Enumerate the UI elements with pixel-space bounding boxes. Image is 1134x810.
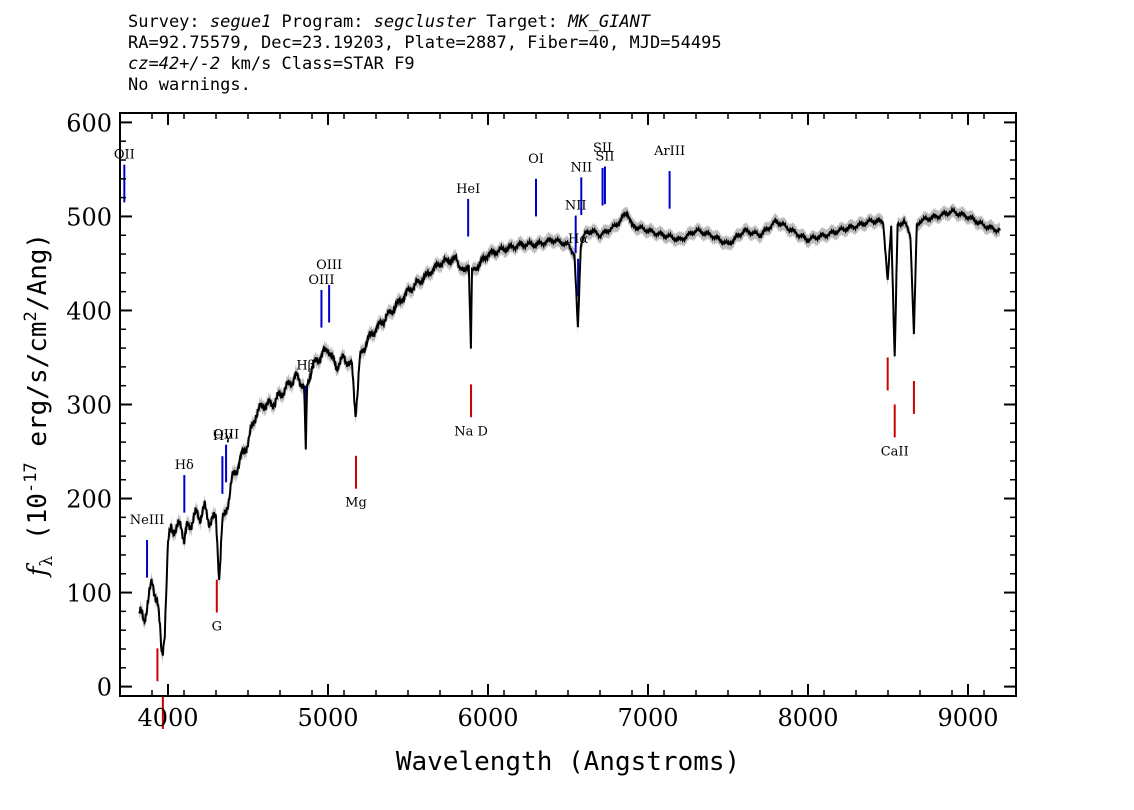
y-axis-exponent: -17 — [21, 462, 41, 493]
emission-line-label: Hγ — [213, 429, 232, 444]
y-tick-label: 400 — [66, 297, 112, 325]
class-text: km/s Class=STAR F9 — [220, 54, 415, 74]
target-label: Target: — [476, 12, 569, 32]
absorption-line-label: Mg — [345, 496, 367, 511]
emission-line-label: Hδ — [175, 458, 194, 473]
survey-value: segue1 — [209, 12, 272, 32]
x-tick-label: 9000 — [937, 704, 998, 732]
absorption-line-label: G — [212, 620, 222, 635]
y-axis-unit-b: erg/s/cm — [23, 321, 53, 462]
program-label: Program: — [271, 12, 374, 32]
y-tick-label: 500 — [66, 203, 112, 231]
emission-line-label: ArIII — [653, 144, 685, 159]
y-tick-label: 200 — [66, 486, 112, 514]
program-value: segcluster — [373, 12, 477, 32]
header-line-warnings: No warnings. — [128, 75, 251, 95]
header-line-redshift: cz=42+/-2 km/s Class=STAR F9 — [128, 54, 722, 75]
y-axis-unit-c: /Ang) — [23, 233, 53, 311]
error-band-layer — [139, 202, 1000, 663]
y-tick-label: 600 — [66, 109, 112, 137]
redshift-value: cz=42+/-2 — [128, 54, 221, 74]
absorption-line-label: Na D — [454, 424, 488, 439]
emission-line-label: Hβ — [296, 359, 315, 374]
emission-line-label: HeI — [456, 182, 480, 197]
x-axis-title: Wavelength (Angstroms) — [396, 747, 740, 777]
axis-ticks: 4000 5000 6000 7000 8000 9000 0 100 200 300 400 500… — [66, 109, 1017, 732]
series-layer — [138, 205, 1001, 656]
emission-line-label: SII — [593, 141, 612, 156]
y-axis-unit-a: (10 — [23, 493, 53, 556]
emission-line-label: SII — [595, 150, 614, 165]
emission-line-label: OIII — [213, 428, 239, 443]
absorption-line-label: CaII — [881, 444, 909, 459]
header-line-survey: Survey: segue1 Program: segcluster Targe… — [128, 12, 722, 33]
y-axis-subscript: λ — [37, 555, 57, 566]
target-value: MK_GIANT — [568, 12, 651, 32]
header-line-coords: RA=92.75579, Dec=23.19203, Plate=2887, F… — [128, 33, 722, 53]
emission-line-label: NeIII — [130, 513, 164, 528]
x-tick-label: 6000 — [457, 704, 518, 732]
emission-line-label: OIII — [308, 273, 334, 288]
x-tick-label: 4000 — [137, 704, 198, 732]
error-band — [139, 202, 1000, 663]
emission-line-label: NII — [570, 160, 592, 175]
x-tick-label: 8000 — [777, 704, 838, 732]
emission-line-label: NII — [565, 199, 587, 214]
x-tick-label: 5000 — [297, 704, 358, 732]
spectrum-line — [138, 205, 1001, 656]
y-axis-title: fλ (10-17 erg/s/cm2/Ang) — [21, 233, 57, 578]
emission-line-label: OI — [528, 152, 544, 167]
emission-line-label: OIII — [316, 258, 342, 273]
spectrum-header: Survey: segue1 Program: segcluster Targe… — [128, 12, 722, 96]
survey-label: Survey: — [128, 12, 210, 32]
x-tick-label: 7000 — [617, 704, 678, 732]
y-tick-label: 300 — [66, 392, 112, 420]
y-tick-label: 100 — [66, 580, 112, 608]
y-tick-label: 0 — [97, 674, 112, 702]
y-axis-square: 2 — [21, 311, 41, 321]
